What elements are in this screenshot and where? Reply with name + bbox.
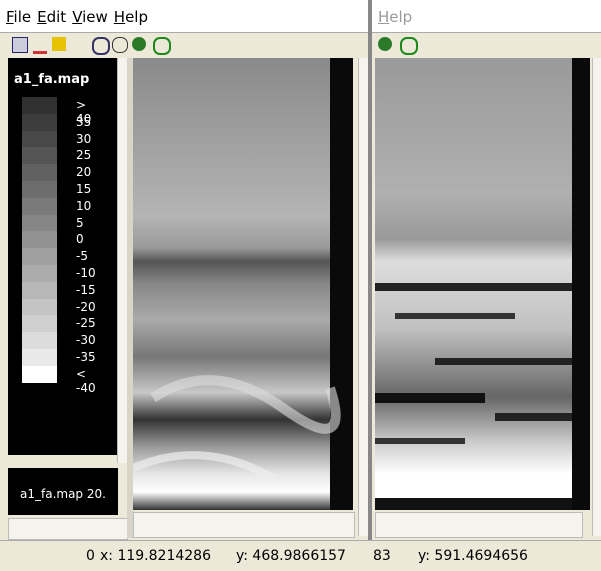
legend-title: a1_fa.map — [14, 72, 90, 87]
legend-label: -25 — [76, 316, 96, 331]
tool-button[interactable] — [52, 37, 66, 51]
scrollbar[interactable] — [592, 58, 601, 536]
map-view — [133, 58, 353, 510]
menu-bar — [372, 0, 601, 32]
tool-button[interactable] — [378, 37, 392, 51]
tool-button[interactable] — [33, 37, 47, 54]
menu-item[interactable]: File — [6, 8, 32, 26]
status-count: 83 — [373, 548, 391, 564]
legend-swatch — [22, 281, 57, 299]
legend-swatch — [22, 298, 57, 316]
scrollbar[interactable] — [375, 512, 583, 538]
legend-label: 35 — [76, 114, 92, 129]
menu: Help — [378, 8, 418, 26]
tool-button[interactable] — [400, 37, 418, 55]
legend-label: -10 — [76, 266, 96, 280]
tool-button[interactable] — [92, 37, 110, 55]
window-border — [368, 0, 372, 571]
legend-swatch — [22, 197, 57, 215]
legend-label: -30 — [76, 333, 96, 348]
legend-label: 15 — [76, 182, 92, 196]
status-x: x: 119.8214286 — [100, 548, 211, 564]
legend-label: 0 — [76, 232, 84, 247]
legend-swatch — [22, 332, 57, 349]
scrollbar[interactable] — [133, 512, 355, 538]
legend-label: -15 — [76, 282, 96, 297]
info-text: a1_fa.map 20. — [20, 487, 106, 501]
scrollbar[interactable] — [8, 518, 128, 540]
legend-swatch — [22, 365, 57, 383]
legend-swatch — [22, 130, 57, 148]
legend-label: 20 — [76, 165, 92, 180]
legend-label: 30 — [76, 131, 92, 146]
legend-label: 10 — [76, 198, 92, 213]
legend-label: -35 — [76, 350, 96, 364]
legend-swatch — [22, 265, 57, 282]
status-y: y: 591.4694656 — [418, 548, 528, 564]
legend-label: < -40 — [76, 366, 96, 395]
legend-label: > 40 — [76, 98, 92, 126]
scrollbar[interactable] — [117, 58, 128, 463]
menu: File Edit View Help — [6, 8, 154, 26]
info-panel — [8, 468, 118, 515]
menu-item[interactable]: View — [72, 8, 108, 26]
legend-swatch — [22, 231, 57, 249]
legend-label: -20 — [76, 299, 96, 314]
status-bar — [0, 540, 601, 571]
splitter — [127, 58, 133, 538]
legend-swatch — [22, 97, 57, 114]
status-y: y: 468.9866157 — [236, 548, 346, 564]
menu-item[interactable]: Help — [113, 8, 148, 26]
legend-swatch — [22, 214, 57, 232]
legend-label: 25 — [76, 148, 92, 163]
legend-label: 5 — [76, 215, 84, 230]
legend-swatch — [22, 181, 57, 198]
legend-swatch — [22, 248, 57, 265]
legend-swatch — [22, 164, 57, 181]
menu-item[interactable]: Help — [378, 8, 413, 26]
legend-swatch — [22, 315, 57, 333]
tool-button[interactable] — [132, 37, 146, 51]
menu-item[interactable]: Edit — [37, 8, 67, 26]
scrollbar[interactable] — [358, 58, 369, 536]
tool-button[interactable] — [153, 37, 171, 55]
tool-button[interactable] — [112, 37, 128, 53]
legend-swatch — [22, 147, 57, 165]
legend-label: -5 — [76, 249, 88, 264]
tool-button[interactable] — [12, 37, 28, 53]
map-view — [375, 58, 590, 510]
legend-swatch — [22, 113, 57, 131]
legend-swatch — [22, 349, 57, 366]
status-count: 0 — [86, 548, 95, 564]
menu-bar — [0, 0, 368, 32]
toolbar — [372, 32, 601, 59]
